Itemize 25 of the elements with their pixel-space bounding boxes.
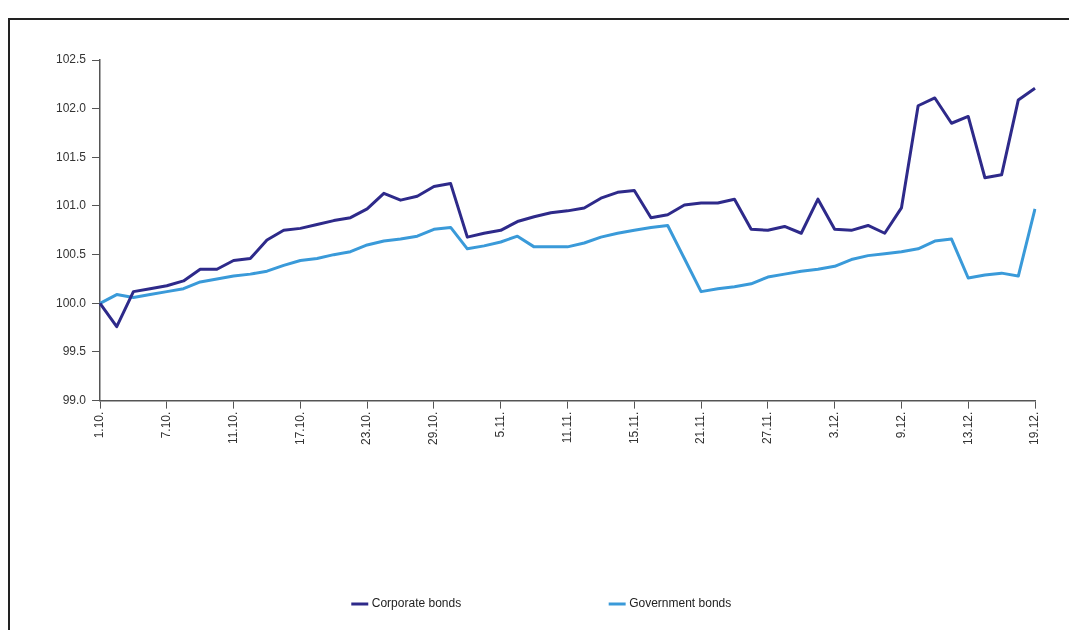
x-tick-label: 9.12. (893, 411, 908, 439)
x-tick-label: 5.11. (493, 411, 508, 438)
x-tick-label: 13.12. (960, 411, 975, 446)
x-tick-label: 7.10. (159, 411, 174, 439)
x-tick-label: 21.11. (693, 411, 708, 445)
x-tick-label: 1.10. (92, 411, 107, 439)
x-tick-label: 29.10. (426, 411, 441, 446)
y-tick-label: 102.5 (56, 52, 87, 67)
legend-label: Government bonds (629, 596, 732, 611)
x-tick-label: 15.11. (626, 411, 641, 445)
y-tick-label: 99.5 (62, 344, 87, 359)
y-tick-label: 100.5 (56, 246, 87, 261)
x-tick-label: 27.11. (760, 411, 775, 445)
x-tick-label: 19.12. (1027, 411, 1042, 446)
legend-label: Corporate bonds (371, 596, 462, 611)
y-tick-label: 100.0 (56, 295, 87, 310)
x-tick-label: 11.10. (225, 411, 240, 445)
y-tick-label: 101.5 (56, 149, 87, 164)
y-tick-label: 102.0 (56, 100, 87, 115)
y-tick-label: 99.0 (62, 392, 87, 407)
x-tick-label: 3.12. (826, 411, 841, 439)
y-tick-label: 101.0 (56, 198, 87, 213)
x-tick-label: 17.10. (292, 411, 307, 446)
x-tick-label: 23.10. (359, 411, 374, 446)
x-tick-label: 11.11. (559, 411, 574, 444)
